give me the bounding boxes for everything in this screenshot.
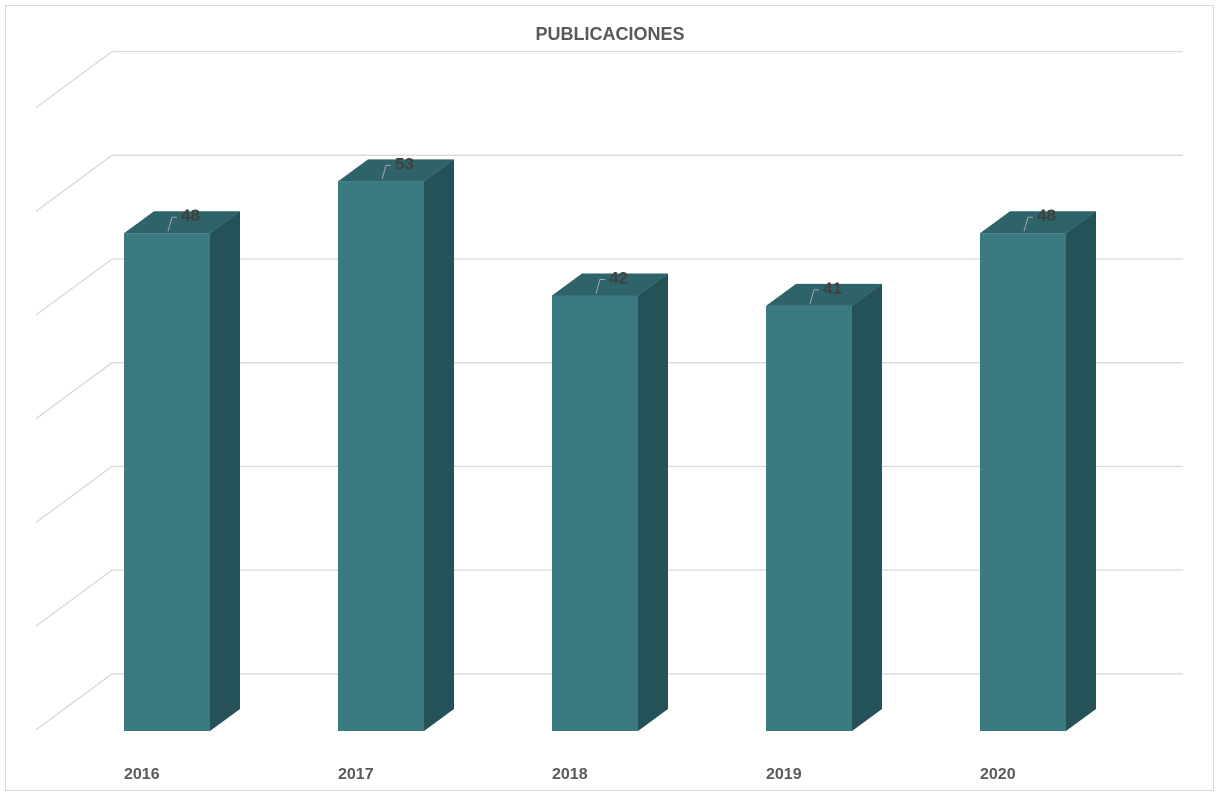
leader-line xyxy=(1023,216,1033,232)
category-label-2020: 2020 xyxy=(980,766,1016,783)
bar-top-2019 xyxy=(766,283,882,306)
bar-2019 xyxy=(766,305,852,731)
data-label-2016: 48 xyxy=(181,206,200,225)
bar-top-2020 xyxy=(980,211,1096,234)
category-label-2016: 2016 xyxy=(124,766,160,783)
gridline-diagonal xyxy=(35,673,113,731)
bar-side-2018 xyxy=(638,273,668,731)
bar-2017 xyxy=(338,181,424,731)
leader-line xyxy=(381,164,391,180)
leader-line xyxy=(167,216,177,232)
chart-title: PUBLICACIONES xyxy=(535,24,684,44)
data-label-2017: 53 xyxy=(395,154,414,173)
data-label-2020: 48 xyxy=(1037,206,1056,225)
gridline-diagonal xyxy=(35,362,113,420)
data-label-2018: 42 xyxy=(609,268,628,287)
gridline-diagonal xyxy=(35,465,113,523)
leader-line xyxy=(809,289,819,304)
gridline-diagonal xyxy=(35,569,113,627)
bars xyxy=(124,159,1096,732)
gridline-diagonal xyxy=(35,258,113,316)
bar-side-2017 xyxy=(424,159,454,731)
gridline-diagonal xyxy=(35,51,113,109)
data-labels: 48 53 42 41 48 xyxy=(167,154,1056,304)
bar-top-2016 xyxy=(124,211,240,234)
bar-side-2016 xyxy=(210,211,240,732)
bar-side-2019 xyxy=(852,283,882,731)
category-label-2018: 2018 xyxy=(552,766,588,783)
bar-top-2018 xyxy=(552,273,668,296)
bar-side-2020 xyxy=(1066,211,1096,732)
bar-2020 xyxy=(980,233,1066,732)
category-label-2017: 2017 xyxy=(338,766,374,783)
gridline-diagonal xyxy=(35,154,113,212)
data-label-2019: 41 xyxy=(823,279,842,298)
leader-line xyxy=(595,278,605,294)
bar-top-2017 xyxy=(338,159,454,182)
bar-2016 xyxy=(124,233,210,732)
category-label-2019: 2019 xyxy=(766,766,802,783)
bar-2018 xyxy=(552,295,638,731)
category-axis: 2016 2017 2018 2019 2020 xyxy=(124,766,1016,783)
